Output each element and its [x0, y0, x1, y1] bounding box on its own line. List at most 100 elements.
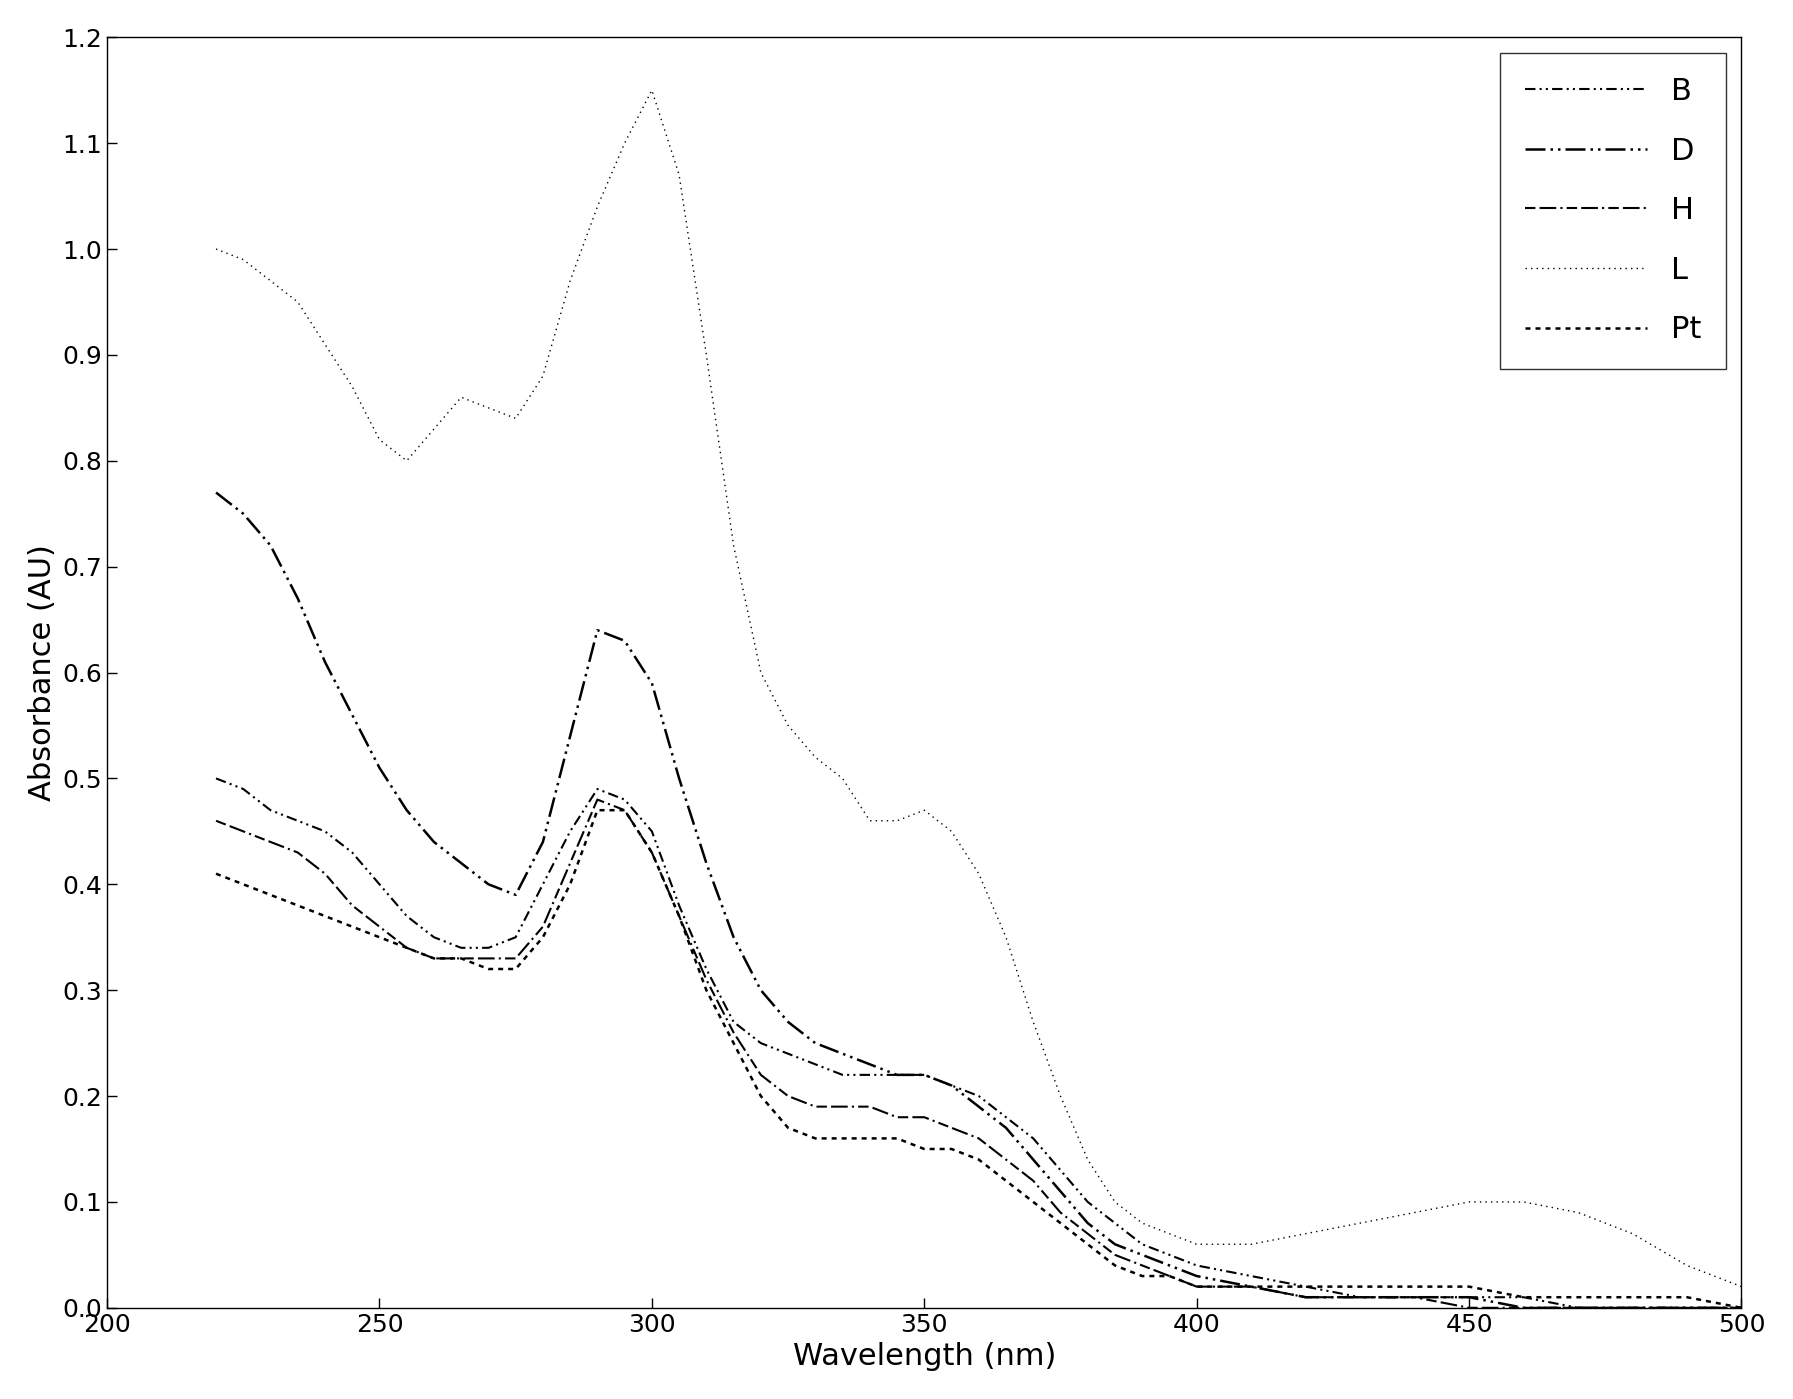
X-axis label: Wavelength (nm): Wavelength (nm) — [793, 1342, 1056, 1371]
H — [1241, 1279, 1262, 1295]
Pt — [1185, 1279, 1207, 1295]
L — [941, 823, 963, 839]
L — [613, 134, 635, 151]
Pt — [1022, 1193, 1044, 1210]
Pt — [805, 1130, 827, 1147]
H — [341, 897, 362, 914]
H — [204, 813, 226, 830]
H — [642, 844, 663, 860]
H — [559, 855, 581, 872]
Pt — [559, 876, 581, 893]
L — [832, 769, 853, 786]
H — [1404, 1288, 1425, 1305]
L — [477, 400, 498, 417]
B — [1241, 1267, 1262, 1284]
Pt — [1567, 1288, 1589, 1305]
L — [1350, 1214, 1372, 1231]
Pt — [613, 802, 635, 818]
H — [586, 792, 608, 809]
D — [968, 1098, 990, 1115]
B — [396, 908, 418, 925]
H — [723, 1024, 744, 1041]
L — [287, 294, 308, 311]
B — [1676, 1300, 1698, 1316]
B — [1022, 1130, 1044, 1147]
Pt — [1513, 1288, 1535, 1305]
Pt — [369, 929, 391, 946]
L — [669, 166, 690, 183]
H — [314, 866, 335, 883]
H — [669, 908, 690, 925]
Pt — [995, 1172, 1017, 1189]
H — [533, 918, 554, 935]
L — [1676, 1258, 1698, 1274]
D — [450, 855, 472, 872]
H — [749, 1066, 771, 1083]
L — [1621, 1226, 1642, 1242]
H — [613, 802, 635, 818]
D — [369, 760, 391, 776]
B — [287, 813, 308, 830]
D — [233, 505, 255, 522]
Pt — [1621, 1288, 1642, 1305]
H — [1078, 1226, 1099, 1242]
H — [1158, 1267, 1180, 1284]
D — [1295, 1288, 1316, 1305]
D — [559, 727, 581, 744]
D — [1676, 1300, 1698, 1316]
Pt — [1241, 1279, 1262, 1295]
L — [204, 241, 226, 257]
L — [968, 866, 990, 883]
H — [832, 1098, 853, 1115]
Pt — [477, 961, 498, 978]
H — [995, 1151, 1017, 1168]
H — [913, 1109, 934, 1126]
H — [1730, 1300, 1752, 1316]
B — [369, 876, 391, 893]
D — [314, 653, 335, 670]
D — [1350, 1288, 1372, 1305]
H — [1185, 1279, 1207, 1295]
L — [1049, 1087, 1070, 1104]
D — [1131, 1247, 1153, 1263]
Pt — [913, 1140, 934, 1157]
D — [886, 1066, 907, 1083]
Pt — [1404, 1279, 1425, 1295]
L — [423, 421, 445, 438]
L — [995, 929, 1017, 946]
Pt — [423, 950, 445, 967]
Pt — [506, 961, 527, 978]
H — [1022, 1172, 1044, 1189]
B — [1295, 1279, 1316, 1295]
B — [341, 844, 362, 860]
L — [506, 410, 527, 427]
D — [642, 674, 663, 691]
H — [1049, 1205, 1070, 1221]
L — [533, 368, 554, 385]
B — [778, 1045, 800, 1062]
H — [1513, 1300, 1535, 1316]
L — [1104, 1193, 1126, 1210]
B — [1350, 1288, 1372, 1305]
L — [260, 273, 282, 290]
H — [1131, 1258, 1153, 1274]
B — [1404, 1288, 1425, 1305]
H — [396, 940, 418, 957]
H — [1350, 1288, 1372, 1305]
B — [886, 1066, 907, 1083]
L — [1022, 1013, 1044, 1030]
B — [233, 781, 255, 797]
L — [805, 748, 827, 765]
L — [1185, 1235, 1207, 1252]
L — [1404, 1205, 1425, 1221]
Pt — [1350, 1279, 1372, 1295]
L — [314, 336, 335, 353]
H — [696, 971, 717, 988]
D — [1404, 1288, 1425, 1305]
L — [559, 273, 581, 290]
Pt — [396, 940, 418, 957]
Pt — [533, 929, 554, 946]
L — [233, 252, 255, 269]
Pt — [778, 1119, 800, 1136]
B — [204, 769, 226, 786]
